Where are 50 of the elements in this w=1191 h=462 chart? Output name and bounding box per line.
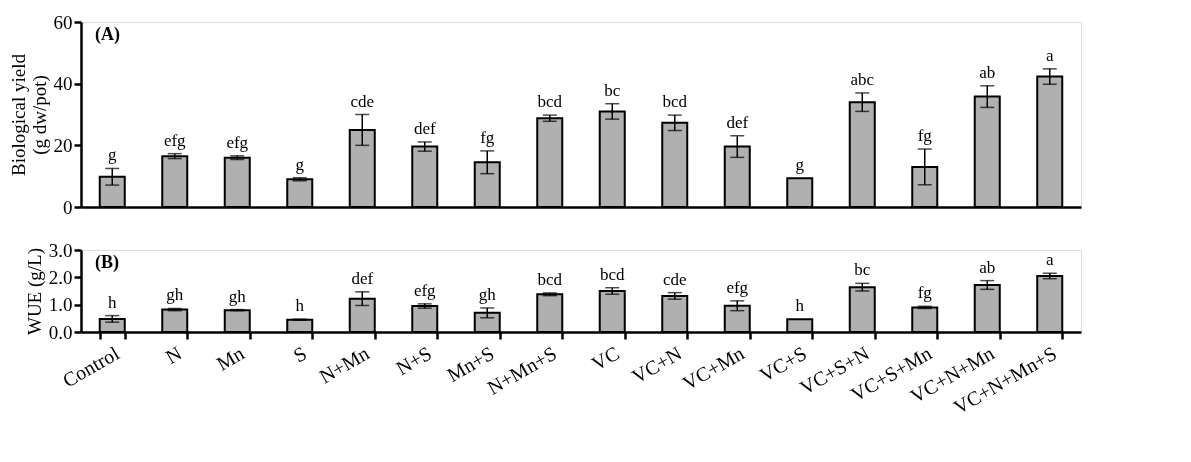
data-label: efg bbox=[163, 130, 187, 150]
annotation: (B) bbox=[95, 252, 119, 273]
x-tick-label: N bbox=[161, 341, 186, 369]
data-label: g bbox=[795, 155, 805, 175]
data-label: def bbox=[726, 112, 749, 132]
x-tick-label: N+S bbox=[392, 341, 436, 380]
data-label: efg bbox=[413, 280, 437, 300]
y-tick-label: 3.0 bbox=[48, 239, 73, 261]
y-axis-title: WUE (g/L) bbox=[23, 247, 46, 336]
y-tick-label: 20 bbox=[53, 134, 73, 156]
data-label: h bbox=[295, 296, 305, 316]
data-label: a bbox=[1045, 45, 1054, 65]
x-tick-label: S bbox=[289, 341, 311, 367]
y-tick-label: 40 bbox=[53, 73, 73, 95]
data-label: cde bbox=[662, 269, 687, 289]
x-tick-label: N+Mn bbox=[315, 341, 373, 388]
y-tick-label: 0 bbox=[63, 196, 73, 218]
x-tick-label: VC bbox=[587, 341, 623, 375]
data-label: gh bbox=[478, 284, 497, 304]
data-label: bcd bbox=[537, 269, 563, 289]
y-tick-label: 0.0 bbox=[48, 321, 73, 343]
data-label: def bbox=[413, 118, 436, 138]
data-label: ab bbox=[979, 257, 996, 277]
data-label: g bbox=[108, 145, 117, 165]
data-label: fg bbox=[480, 127, 495, 147]
data-label: abc bbox=[850, 69, 875, 89]
x-tick-label: Mn bbox=[212, 341, 248, 375]
data-label: g bbox=[295, 154, 305, 174]
data-label: efg bbox=[726, 277, 749, 297]
annotation: (A) bbox=[95, 24, 120, 45]
data-label: h bbox=[108, 292, 117, 312]
data-label: a bbox=[1045, 250, 1054, 270]
data-label: bc bbox=[604, 80, 621, 100]
data-label: fg bbox=[917, 126, 933, 146]
data-label: bcd bbox=[537, 92, 563, 112]
data-label: fg bbox=[917, 283, 933, 303]
data-label: bcd bbox=[599, 264, 626, 284]
data-label: bc bbox=[854, 260, 871, 280]
y-tick-label: 60 bbox=[53, 11, 73, 33]
y-tick-label: 2.0 bbox=[48, 266, 73, 288]
data-label: cde bbox=[350, 91, 375, 111]
data-label: gh bbox=[166, 285, 184, 305]
data-label: gh bbox=[228, 286, 247, 306]
data-label: def bbox=[351, 268, 374, 288]
data-label: bcd bbox=[662, 92, 688, 112]
data-label: h bbox=[795, 296, 805, 316]
y-axis-title: Biological yield (g dw/pot) bbox=[7, 53, 51, 176]
data-label: ab bbox=[979, 62, 996, 82]
y-tick-label: 1.0 bbox=[48, 294, 73, 316]
data-label: efg bbox=[226, 132, 249, 152]
